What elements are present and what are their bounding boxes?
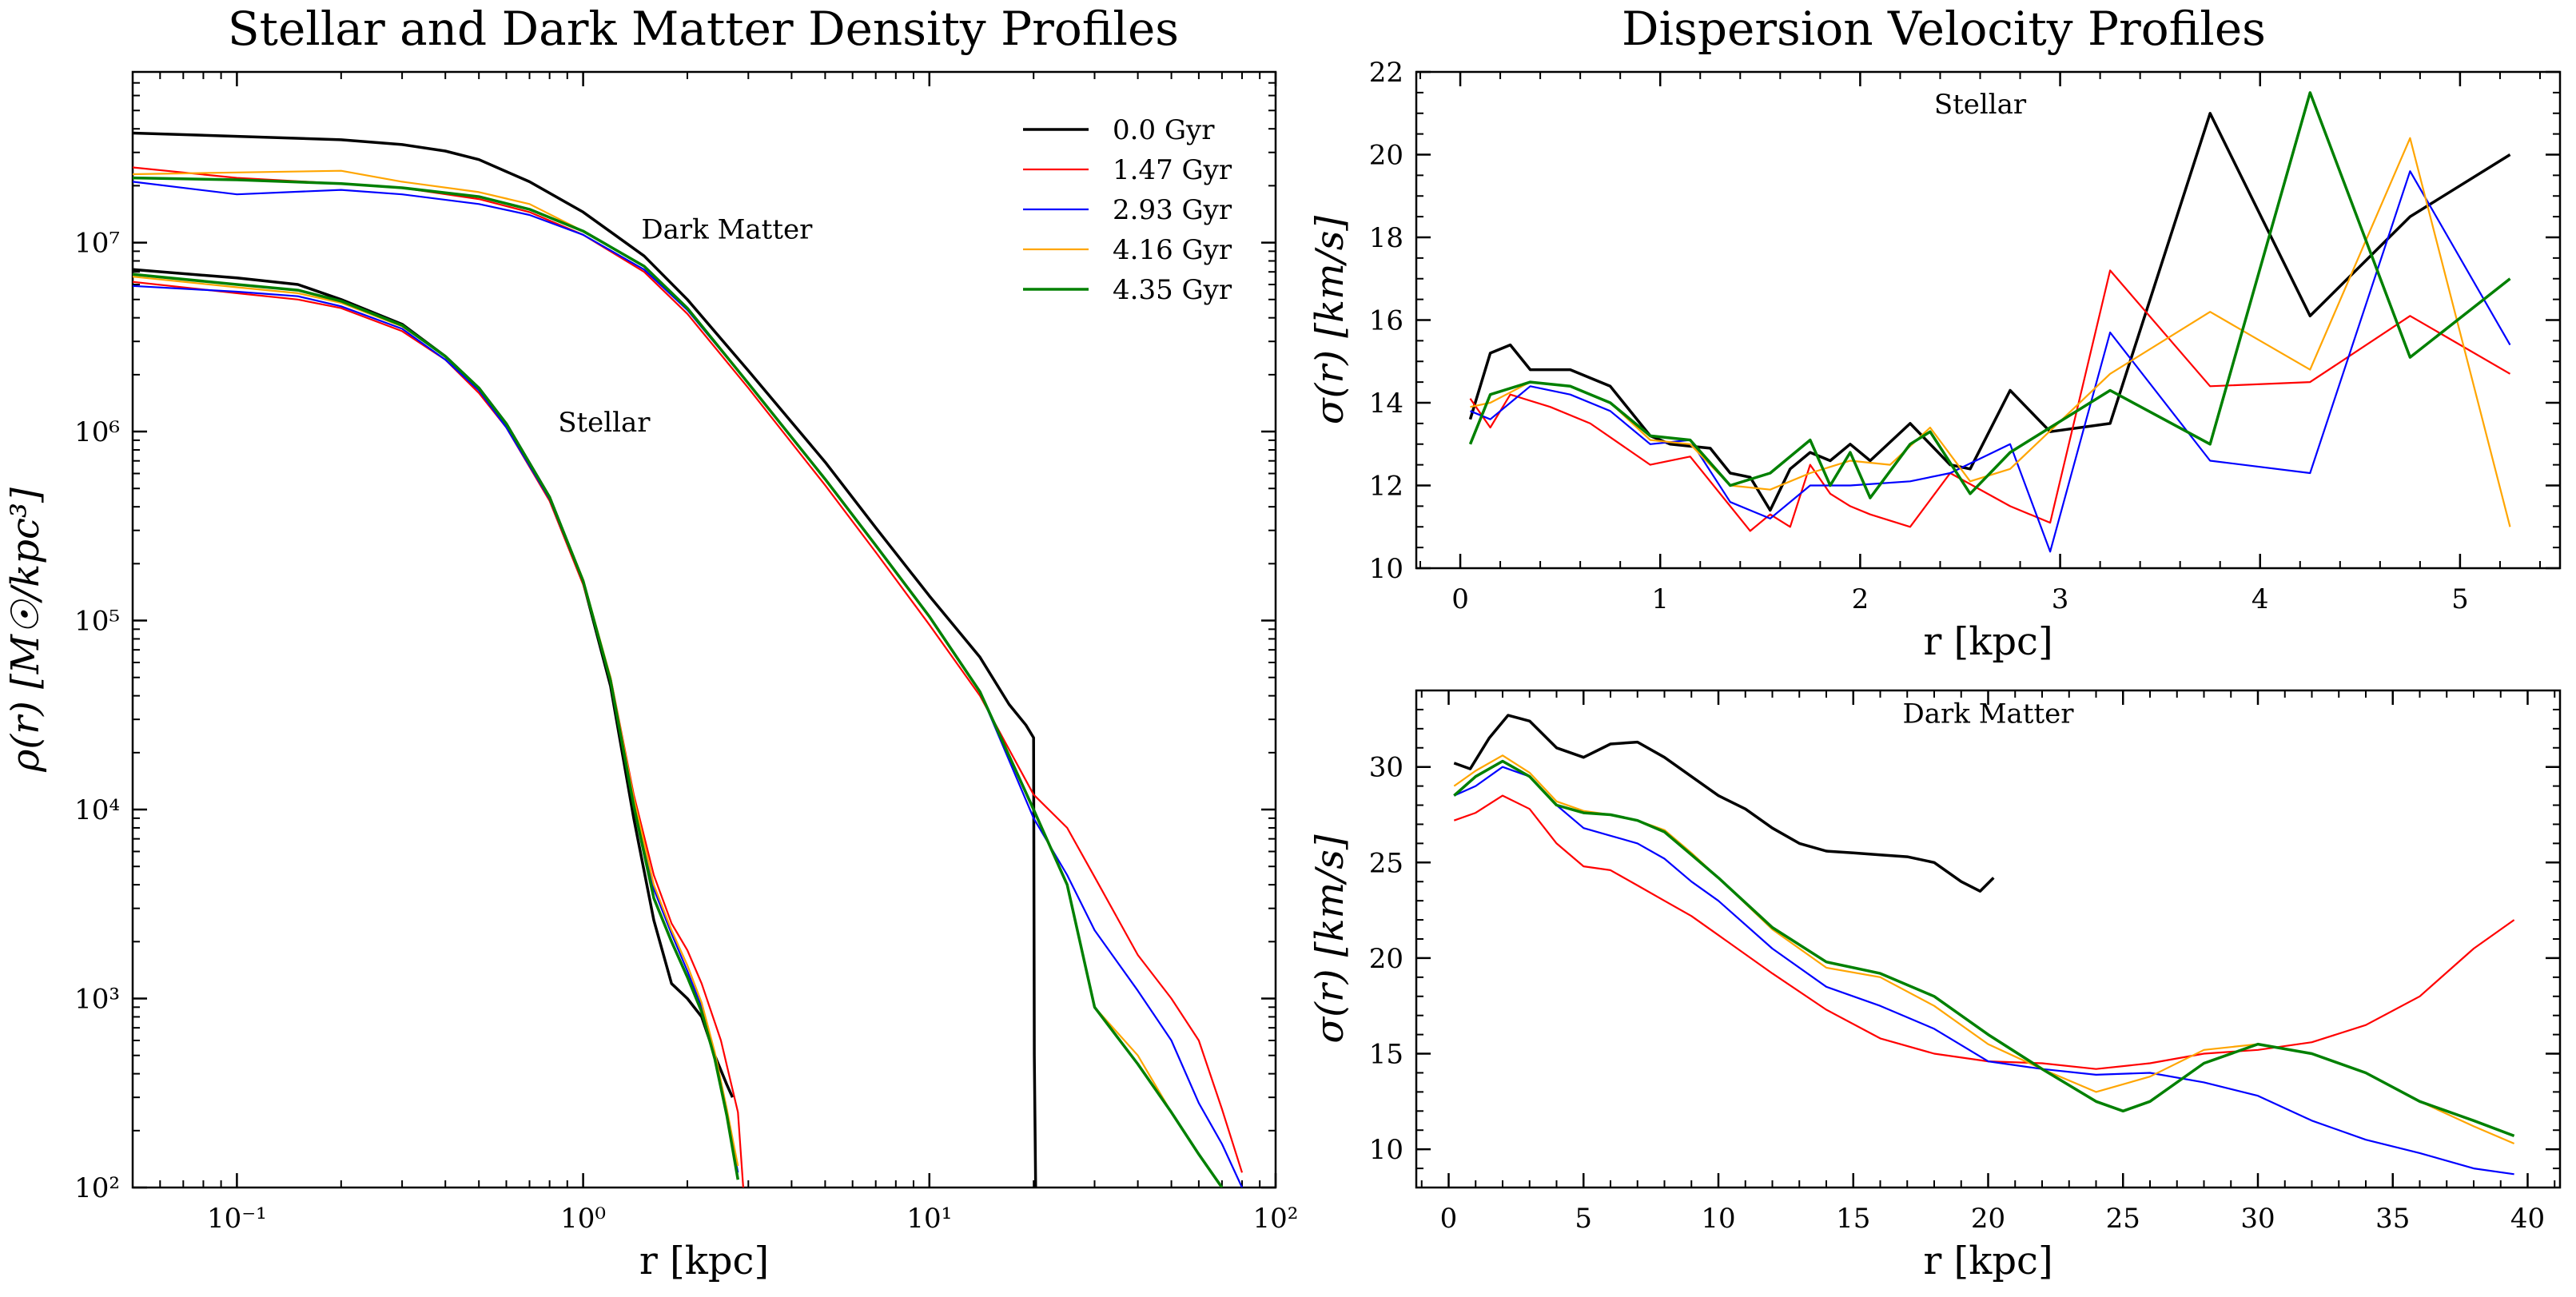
chart-dm-dispersion: 0 5 10 15 20 25 30 35 40 10 15 20 25 30 r [kpc] σ(r) [k…	[1308, 689, 2562, 1283]
x-axis-label: r [kpc]	[1923, 619, 2052, 664]
y-tick-label: 12	[1369, 471, 1403, 503]
y-tick-label: 10	[1369, 553, 1403, 585]
x-tick-label: 35	[2375, 1203, 2410, 1235]
legend-label-2-93-gyr: 2.93 Gyr	[1113, 194, 1232, 226]
x-tick-label: 15	[1836, 1203, 1870, 1235]
x-tick-label: 30	[2240, 1203, 2275, 1235]
y-tick-label: 15	[1369, 1039, 1403, 1071]
y-axis-label: σ(r) [km/s]	[1308, 216, 1352, 425]
y-axis-label: σ(r) [km/s]	[1308, 834, 1352, 1044]
axes-frame	[1415, 689, 2562, 1189]
x-tick-label: 0	[1440, 1203, 1458, 1235]
series-line-dm-4-35-gyr	[133, 176, 1224, 1188]
series-lines	[133, 131, 1244, 1188]
x-tick-label: 4	[2252, 583, 2269, 615]
left-panel-title: Stellar and Dark Matter Density Profiles	[227, 2, 1180, 56]
y-tick-label: 16	[1369, 305, 1403, 337]
x-tick-label: 25	[2106, 1203, 2140, 1235]
y-tick-label: 14	[1369, 388, 1403, 420]
series-line-2-93-gyr	[1453, 766, 2514, 1176]
x-tick-label: 2	[1852, 583, 1869, 615]
x-tick-label: 3	[2052, 583, 2069, 615]
series-line-stellar-0-0-gyr	[133, 268, 735, 1098]
x-tick-label: 20	[1971, 1203, 2005, 1235]
y-tick-label: 10⁴	[74, 794, 120, 826]
series-line-dm-2-93-gyr	[133, 181, 1243, 1188]
legend: 0.0 Gyr 1.47 Gyr 2.93 Gyr 4.16 Gyr 4.35 Gyr	[1023, 114, 1232, 306]
series-line-4-35-gyr	[1453, 759, 2515, 1138]
series-line-stellar-4-35-gyr	[133, 273, 740, 1180]
legend-label-0-0-gyr: 0.0 Gyr	[1113, 114, 1215, 146]
ticks: 10⁻¹ 10⁰ 10¹ 10² 10² 10³ 10⁴ 10⁵ 10⁶ 10⁷	[74, 72, 1298, 1235]
series-line-stellar-1-47-gyr	[133, 280, 744, 1188]
x-tick-label: 10²	[1253, 1203, 1299, 1235]
y-tick-label: 30	[1369, 752, 1403, 784]
annotation-stellar: Stellar	[558, 407, 651, 439]
y-tick-label: 10³	[74, 984, 120, 1016]
x-tick-label: 10⁰	[560, 1203, 606, 1235]
series-line-dm-4-16-gyr	[133, 169, 1223, 1188]
y-tick-label: 10⁵	[74, 606, 120, 638]
y-tick-label: 25	[1369, 847, 1403, 879]
series-line-4-16-gyr	[1453, 754, 2515, 1145]
y-axis-label: ρ(r) [M☉/kpc³]	[3, 487, 48, 773]
x-axis-label: r [kpc]	[639, 1239, 769, 1283]
y-tick-label: 20	[1369, 943, 1403, 975]
chart-density: 10⁻¹ 10⁰ 10¹ 10² 10² 10³ 10⁴ 10⁵ 10⁶ 10⁷ r [kpc] ρ(…	[3, 70, 1298, 1283]
series-line-0-0-gyr	[1453, 714, 1995, 893]
x-tick-label: 10¹	[906, 1203, 952, 1235]
series-line-dm-1-47-gyr	[133, 166, 1244, 1173]
legend-label-4-16-gyr: 4.16 Gyr	[1113, 234, 1232, 266]
series-line-4-16-gyr	[1470, 137, 2511, 527]
series-line-1-47-gyr	[1469, 269, 2511, 532]
annotation-dark-matter: Dark Matter	[641, 214, 813, 246]
series-lines	[1453, 714, 2515, 1176]
ticks: 0 5 10 15 20 25 30 35 40 10 15 20 25 30	[1369, 690, 2560, 1235]
x-axis-label: r [kpc]	[1923, 1239, 2052, 1283]
x-tick-label: 5	[2451, 583, 2469, 615]
x-tick-label: 10⁻¹	[207, 1203, 267, 1235]
right-panel-title: Dispersion Velocity Profiles	[1622, 2, 2266, 56]
y-tick-label: 10	[1369, 1134, 1403, 1166]
y-tick-label: 10⁷	[74, 228, 120, 260]
y-tick-label: 22	[1369, 57, 1403, 89]
x-tick-label: 0	[1451, 583, 1469, 615]
y-tick-label: 10²	[74, 1172, 120, 1204]
x-tick-label: 10	[1701, 1203, 1735, 1235]
annotation-stellar: Stellar	[1934, 89, 2027, 121]
y-tick-label: 20	[1369, 140, 1403, 172]
series-line-4-35-gyr	[1468, 91, 2511, 499]
legend-label-4-35-gyr: 4.35 Gyr	[1113, 274, 1232, 306]
series-line-dm-0-0-gyr	[133, 131, 1037, 1188]
series-line-0-0-gyr	[1468, 112, 2511, 512]
x-tick-label: 5	[1575, 1203, 1592, 1235]
y-tick-label: 10⁶	[74, 416, 120, 448]
x-tick-label: 1	[1651, 583, 1669, 615]
legend-label-1-47-gyr: 1.47 Gyr	[1113, 154, 1232, 186]
series-lines	[1468, 91, 2511, 553]
y-tick-label: 18	[1369, 222, 1403, 254]
series-line-1-47-gyr	[1453, 794, 2515, 1070]
annotation-dark-matter: Dark Matter	[1903, 698, 2075, 730]
x-tick-label: 40	[2510, 1203, 2545, 1235]
